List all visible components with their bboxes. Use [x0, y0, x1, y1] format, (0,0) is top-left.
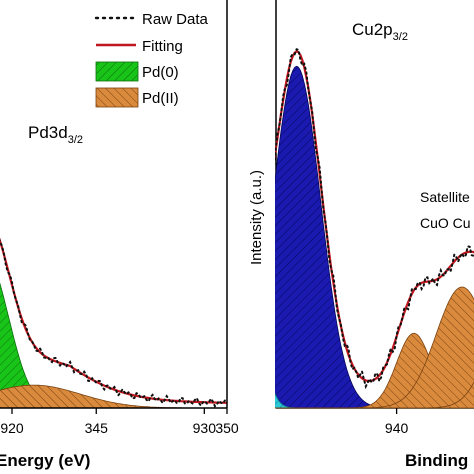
cuo-label: CuO Cu — [420, 215, 471, 231]
left-raw-data — [0, 238, 227, 408]
right-x-axis-title: Binding — [405, 451, 468, 470]
left-x-tick-label-3: 350 — [215, 420, 239, 436]
left-x-axis-title: Energy (eV) — [0, 451, 90, 470]
legend-fit-label: Fitting — [142, 38, 183, 55]
right-peak-5 — [275, 381, 474, 409]
right-peak-4 — [275, 286, 474, 409]
left-panel: 340345350 Raw Data Fitting Pd(0) Pd(II) … — [0, 0, 239, 470]
cu2p-label: Cu2p3/2 — [352, 20, 408, 43]
legend-pdII-label: Pd(II) — [142, 90, 179, 107]
right-raw-data — [275, 48, 474, 390]
left-peak-2 — [0, 384, 227, 409]
left-fitting-line — [0, 237, 227, 404]
right-y-axis-title: Intensity (a.u.) — [248, 170, 265, 265]
left-x-tick-label-2: 345 — [85, 420, 109, 436]
legend-pd0-swatch — [95, 61, 139, 82]
satellite-label: Satellite — [420, 189, 470, 205]
pd3d-label: Pd3d3/2 — [28, 123, 83, 146]
right-x-tick-label-3: 940 — [385, 420, 409, 436]
legend-pdII-swatch — [95, 87, 139, 108]
legend-pd0-label: Pd(0) — [142, 64, 179, 81]
legend: Raw Data Fitting Pd(0) Pd(II) — [94, 11, 209, 108]
legend-raw-label: Raw Data — [142, 11, 209, 28]
right-x-tick-label-2: 930 — [193, 420, 217, 436]
right-x-tick-label-1: 920 — [0, 420, 24, 436]
